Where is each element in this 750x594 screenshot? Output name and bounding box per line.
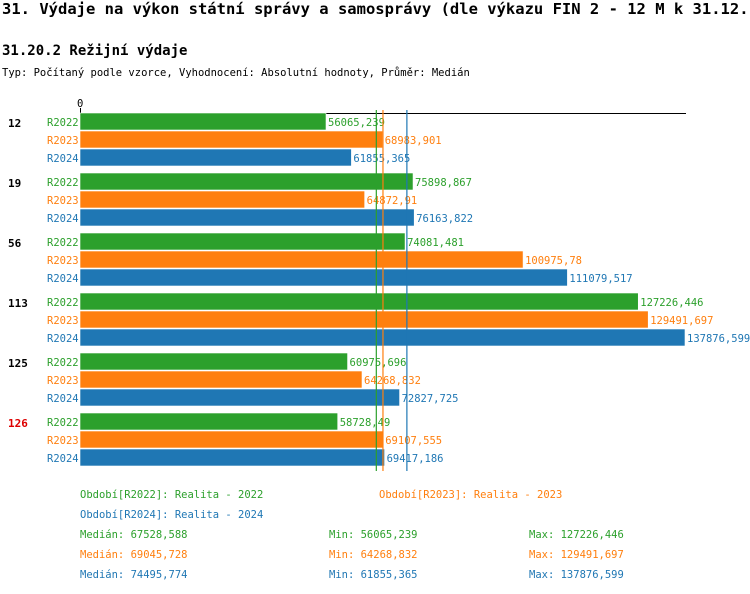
legend-max-r2023: Max: 129491,697 [529, 549, 624, 561]
bar [79, 232, 406, 251]
legend-median-r2024: Medián: 74495,774 [80, 569, 188, 581]
bar-value-label: 137876,599 [687, 333, 750, 345]
bar-value-label: 74081,481 [407, 237, 464, 249]
bar-value-label: 129491,697 [650, 315, 713, 327]
series-label: R2023 [47, 435, 79, 447]
bar-value-label: 75898,867 [415, 177, 472, 189]
chart-type-description: Typ: Počítaný podle vzorce, Vyhodnocení:… [2, 67, 470, 79]
group-label: 125 [8, 357, 28, 370]
legend-median-r2022: Medián: 67528,588 [80, 529, 188, 541]
bar-value-label: 69107,555 [385, 435, 442, 447]
legend-min-r2023: Min: 64268,832 [329, 549, 418, 561]
bar [79, 388, 400, 407]
bar [79, 190, 365, 209]
bar [79, 448, 385, 467]
series-label: R2023 [47, 135, 79, 147]
bar [79, 268, 568, 287]
series-label: R2023 [47, 315, 79, 327]
bar [79, 250, 524, 269]
legend-max-r2022: Max: 127226,446 [529, 529, 624, 541]
series-label: R2024 [47, 333, 79, 345]
bar-value-label: 100975,78 [525, 255, 582, 267]
bar-value-label: 60975,696 [350, 357, 407, 369]
series-label: R2024 [47, 273, 79, 285]
bar [79, 370, 363, 389]
bar [79, 310, 649, 329]
group-label: 113 [8, 297, 28, 310]
legend-max-r2024: Max: 137876,599 [529, 569, 624, 581]
bar-value-label: 111079,517 [569, 273, 632, 285]
chart-subtitle: 31.20.2 Režijní výdaje [2, 43, 188, 59]
legend-min-r2024: Min: 61855,365 [329, 569, 418, 581]
series-label: R2022 [47, 297, 79, 309]
group-label: 12 [8, 117, 21, 130]
legend-period-r2024: Období[R2024]: Realita - 2024 [80, 509, 264, 521]
group-label: 56 [8, 237, 22, 250]
series-label: R2022 [47, 417, 79, 429]
series-label: R2023 [47, 375, 79, 387]
bar-value-label: 76163,822 [416, 213, 473, 225]
legend-period-r2023: Období[R2023]: Realita - 2023 [379, 489, 563, 501]
series-label: R2022 [47, 117, 79, 129]
bar [79, 130, 384, 149]
legend-median-r2023: Medián: 69045,728 [80, 549, 188, 561]
page-title: 31. Výdaje na výkon státní správy a samo… [2, 0, 750, 18]
series-label: R2024 [47, 213, 79, 225]
bar [79, 208, 415, 227]
bar [79, 292, 639, 311]
bar-value-label: 64268,832 [364, 375, 421, 387]
bar [79, 112, 327, 131]
series-label: R2024 [47, 393, 79, 405]
legend-min-r2022: Min: 56065,239 [329, 529, 418, 541]
bar [79, 172, 414, 191]
bar-value-label: 68983,901 [385, 135, 442, 147]
bar [79, 430, 384, 449]
bar [79, 352, 348, 371]
series-label: R2024 [47, 153, 79, 165]
legend-period-r2022: Období[R2022]: Realita - 2022 [80, 489, 264, 501]
bar-value-label: 69417,186 [387, 453, 444, 465]
x-axis-zero-label: 0 [77, 98, 83, 110]
bar-value-label: 56065,239 [328, 117, 385, 129]
bar-value-label: 64872,91 [367, 195, 418, 207]
series-label: R2024 [47, 453, 79, 465]
group-label: 19 [8, 177, 21, 190]
series-label: R2022 [47, 357, 79, 369]
bar-value-label: 72827,725 [402, 393, 459, 405]
group-label: 126 [8, 417, 28, 430]
bar-value-label: 127226,446 [640, 297, 703, 309]
series-label: R2022 [47, 237, 79, 249]
series-label: R2023 [47, 195, 79, 207]
bar [79, 412, 338, 431]
bar-value-label: 61855,365 [353, 153, 410, 165]
bar-value-label: 58728,49 [340, 417, 391, 429]
series-label: R2023 [47, 255, 79, 267]
series-label: R2022 [47, 177, 79, 189]
bar [79, 148, 352, 167]
